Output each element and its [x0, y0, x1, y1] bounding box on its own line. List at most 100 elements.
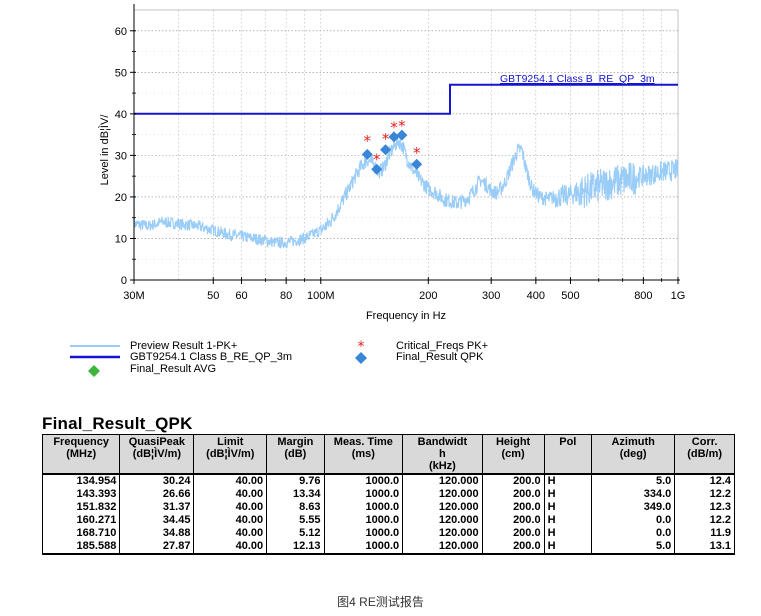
critical-freq-marker: *	[398, 117, 406, 135]
critical-freq-marker: *	[364, 132, 372, 150]
table-cell: 40.00	[193, 473, 268, 488]
limit-line-path	[134, 83, 678, 115]
table-row: 168.710 34.88 40.00 5.12 1000.0 120.000 200.0 H…	[41, 527, 735, 540]
svg-text:*: *	[358, 340, 365, 352]
table-cell: 160.271	[41, 514, 121, 527]
table-header-text: Pol	[559, 436, 577, 448]
table-row: 134.954 30.24 40.00 9.76 1000.0 120.000 200.0 H…	[41, 473, 735, 488]
table-header-text: Margin	[277, 436, 314, 448]
table-cell: 40.00	[193, 514, 268, 527]
table-header-text: Height	[495, 436, 531, 448]
table-header-cell: QuasiPeak (dB¦ÌV/m)	[119, 434, 195, 475]
legend-limit-label: GBT9254.1 Class B_RE_QP_3m	[130, 351, 293, 363]
table-cell: 1000.0	[323, 473, 404, 488]
critical-freq-marker: *	[390, 118, 398, 136]
table-header-cell: Height (cm)	[481, 434, 545, 475]
critical-freq-marker: *	[373, 150, 381, 168]
table-header-cell: Corr. (dB/m)	[674, 434, 735, 475]
final-result-table: Frequency (MHz) QuasiPeak (dB¦ÌV/m) Limit (dB…	[41, 434, 735, 555]
table-cell: 11.9	[674, 527, 735, 540]
table-cell: 120.000	[402, 488, 483, 501]
table-body: 134.954 30.24 40.00 9.76 1000.0 120.000 200.0 H…	[41, 473, 735, 555]
qpk-marker	[371, 163, 383, 175]
table-cell: 168.710	[41, 527, 121, 540]
preview-trace-path	[133, 134, 679, 249]
x-tick-label: 300	[482, 290, 500, 302]
table-cell: 200.0	[481, 488, 545, 501]
table-header-text: (dB)	[284, 448, 307, 460]
table-title: Final_Result_QPK	[42, 414, 193, 433]
table-cell: H	[543, 540, 593, 555]
x-tick-label: 500	[561, 290, 579, 302]
table-header-text: h	[439, 448, 446, 460]
table-cell: 1000.0	[323, 501, 404, 514]
table-cell: 5.12	[266, 527, 325, 540]
table-header-cell: Frequency (MHz)	[41, 434, 121, 475]
table-cell: 31.37	[119, 501, 195, 514]
table-cell: 34.45	[119, 514, 195, 527]
table-header-text: Azimuth	[611, 436, 655, 448]
qpk-marker	[380, 144, 392, 156]
table-header-text: (dB¦ÌV/m)	[206, 448, 255, 460]
table-header-text: (kHz)	[428, 460, 456, 472]
table-header-text: Frequency	[53, 436, 109, 448]
table-cell: 8.63	[266, 501, 325, 514]
table-cell: 30.24	[119, 473, 195, 488]
table-cell: 5.0	[590, 473, 676, 488]
table-cell: 200.0	[481, 527, 545, 540]
legend-qpk-label: Final_Result QPK	[396, 351, 484, 363]
y-tick-label: 0	[121, 275, 127, 287]
x-tick-label: 60	[235, 290, 247, 302]
table-cell: 9.76	[266, 473, 325, 488]
legend-limit-swatch	[70, 355, 120, 359]
table-cell: 5.0	[590, 540, 676, 555]
x-tick-label: 80	[280, 290, 292, 302]
qpk-marker	[411, 158, 423, 170]
table-row: 160.271 34.45 40.00 5.55 1000.0 120.000 200.0 H…	[41, 514, 735, 527]
table-cell: 120.000	[402, 527, 483, 540]
table-cell: 200.0	[481, 501, 545, 514]
table-cell: 40.00	[193, 488, 268, 501]
table-row: 143.393 26.66 40.00 13.34 1000.0 120.000 200.0…	[41, 488, 735, 501]
table-cell: 0.0	[590, 527, 676, 540]
x-tick-label: 100M	[307, 290, 335, 302]
x-tick-label: 200	[419, 290, 437, 302]
table-header-cell: Margin (dB)	[266, 434, 325, 475]
table-cell: 0.0	[590, 514, 676, 527]
y-tick-label: 60	[115, 26, 127, 38]
table-header-text: QuasiPeak	[128, 436, 186, 448]
table-cell: 12.2	[674, 488, 735, 501]
table-cell: 40.00	[193, 501, 268, 514]
x-tick-label: 800	[634, 290, 652, 302]
result-markers: **** **	[361, 117, 423, 175]
table-header-text: Meas. Time	[333, 436, 393, 448]
figure-caption: 图4 RE测试报告	[337, 595, 424, 609]
table-cell: 13.1	[674, 540, 735, 555]
table-header-cell: Meas. Time (ms)	[323, 434, 404, 475]
limit-line	[134, 83, 678, 115]
legend-preview-label: Preview Result 1-PK+	[130, 340, 238, 352]
table-cell: 1000.0	[323, 527, 404, 540]
table-cell: 1000.0	[323, 514, 404, 527]
x-tick-label: 1G	[671, 290, 686, 302]
table-header-text: Limit	[217, 436, 244, 448]
preview-trace	[133, 134, 679, 249]
legend-avg-label: Final_Result AVG	[130, 363, 217, 375]
legend-critical-marker: *	[358, 340, 365, 352]
table-cell: 334.0	[590, 488, 676, 501]
table-cell: 26.66	[119, 488, 195, 501]
table-cell: H	[543, 501, 593, 514]
table-row: 185.588 27.87 40.00 12.13 1000.0 120.000 200.0…	[41, 540, 735, 555]
table-cell: 1000.0	[323, 540, 404, 555]
chart-axes: 0 10 20 30 40 50 60 30M 50 60 80 100M 200 300 400 500 80…	[115, 4, 686, 302]
y-tick-label: 50	[115, 67, 127, 79]
x-tick-label: 50	[207, 290, 219, 302]
table-header-text: Bandwidt	[417, 436, 468, 448]
table-cell: 13.34	[266, 488, 325, 501]
critical-freq-marker: *	[382, 130, 390, 148]
y-tick-label: 20	[115, 192, 127, 204]
table-cell: 12.3	[674, 501, 735, 514]
table-row: 151.832 31.37 40.00 8.63 1000.0 120.000 200.0 H…	[41, 501, 735, 514]
table-cell: 134.954	[41, 473, 121, 488]
qpk-marker	[388, 131, 400, 143]
